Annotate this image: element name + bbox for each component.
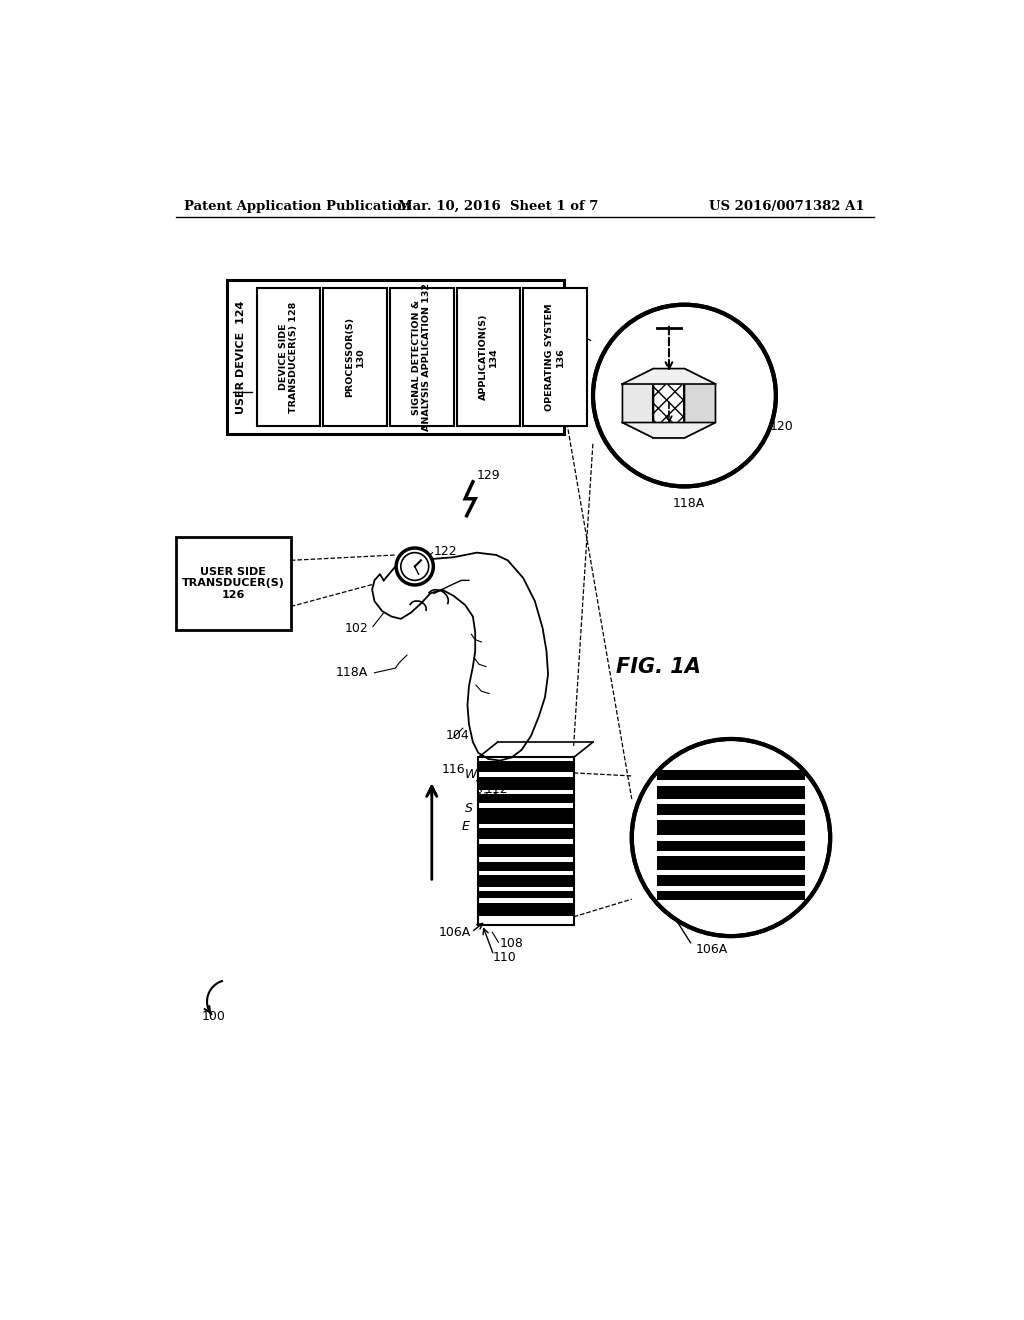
Text: 104: 104 — [445, 730, 469, 742]
Bar — [653, 368, 684, 438]
Text: 106A: 106A — [438, 925, 471, 939]
Text: 120: 120 — [770, 420, 794, 433]
Text: S: S — [465, 801, 473, 814]
Bar — [657, 875, 805, 886]
Bar — [657, 785, 805, 799]
Bar — [324, 288, 387, 426]
Bar — [478, 903, 573, 916]
Polygon shape — [623, 368, 653, 438]
Circle shape — [593, 305, 776, 487]
Bar — [657, 804, 805, 814]
Text: USER SIDE
TRANSDUCER(S)
126: USER SIDE TRANSDUCER(S) 126 — [182, 566, 285, 601]
Circle shape — [400, 553, 429, 581]
Polygon shape — [623, 368, 716, 384]
Polygon shape — [684, 368, 716, 438]
Bar — [390, 288, 454, 426]
Text: 114: 114 — [475, 791, 499, 804]
Text: FIG. 1A: FIG. 1A — [616, 656, 701, 677]
Text: USER DEVICE  124: USER DEVICE 124 — [237, 301, 246, 413]
Text: W: W — [465, 768, 477, 781]
Text: 110: 110 — [493, 952, 516, 964]
Text: 102: 102 — [344, 622, 369, 635]
Bar — [657, 841, 805, 851]
Polygon shape — [372, 553, 548, 760]
Text: 100: 100 — [202, 1010, 225, 1023]
Bar — [478, 762, 573, 772]
Bar — [478, 758, 573, 924]
Circle shape — [396, 548, 433, 585]
Bar — [657, 820, 805, 836]
Text: Mar. 10, 2016  Sheet 1 of 7: Mar. 10, 2016 Sheet 1 of 7 — [397, 199, 598, 213]
Polygon shape — [623, 422, 716, 438]
Bar — [478, 795, 573, 804]
Bar — [478, 891, 573, 899]
Text: 129: 129 — [477, 469, 501, 482]
Text: 106A: 106A — [696, 944, 728, 957]
Text: 108: 108 — [500, 937, 524, 950]
Text: SIGNAL DETECTION &
ANALYSIS APPLICATION 132: SIGNAL DETECTION & ANALYSIS APPLICATION … — [412, 282, 431, 432]
Bar — [227, 280, 563, 434]
Text: 118A: 118A — [336, 667, 369, 680]
Bar — [657, 770, 805, 780]
Bar — [478, 843, 573, 857]
Bar — [657, 857, 805, 870]
Text: DEVICE SIDE
TRANSDUCER(S) 128: DEVICE SIDE TRANSDUCER(S) 128 — [279, 301, 298, 413]
Text: 118A: 118A — [673, 496, 706, 510]
Bar — [478, 808, 573, 824]
Text: E: E — [462, 820, 470, 833]
Bar — [478, 862, 573, 871]
Text: 112: 112 — [484, 783, 508, 796]
Text: OPERATING SYSTEM
136: OPERATING SYSTEM 136 — [546, 304, 564, 411]
Text: Patent Application Publication: Patent Application Publication — [183, 199, 411, 213]
Bar — [457, 288, 520, 426]
Bar — [523, 288, 587, 426]
Text: PROCESSOR(S)
130: PROCESSOR(S) 130 — [345, 317, 365, 397]
Text: APPLICATION(S)
134: APPLICATION(S) 134 — [478, 314, 498, 400]
Text: 122: 122 — [434, 545, 458, 557]
Bar — [478, 776, 573, 789]
Text: US 2016/0071382 A1: US 2016/0071382 A1 — [710, 199, 865, 213]
Bar — [657, 891, 805, 900]
Bar — [257, 288, 321, 426]
Circle shape — [632, 739, 830, 936]
Bar — [478, 829, 573, 840]
Bar — [426, 796, 438, 882]
Text: 116: 116 — [442, 763, 466, 776]
Bar — [176, 537, 291, 630]
Bar — [478, 875, 573, 887]
